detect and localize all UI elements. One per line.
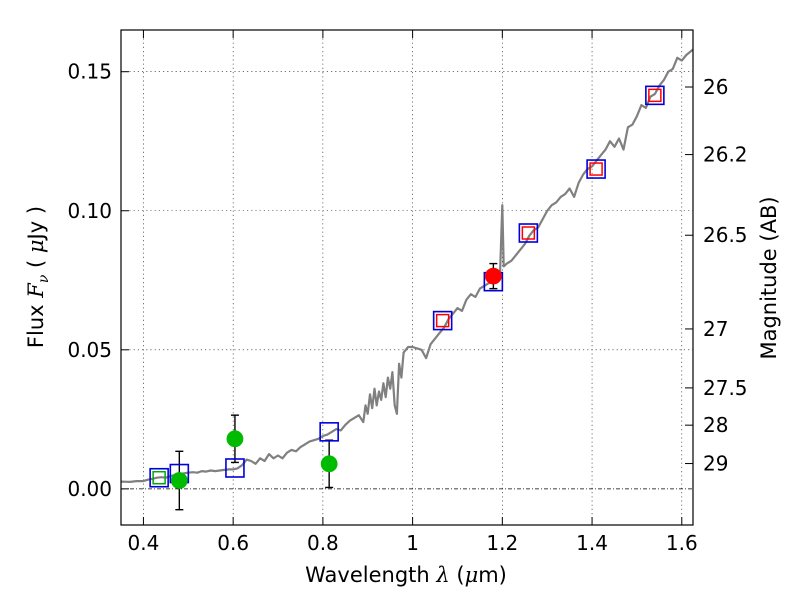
- x-tick-label: 1.6: [666, 531, 698, 555]
- red-square-marker: [589, 162, 603, 176]
- x-tick-label: 1.2: [486, 531, 518, 555]
- red-square-marker: [435, 313, 450, 328]
- plot-frame: [120, 29, 694, 526]
- x-axis-label: Wavelength λ (μm): [305, 563, 507, 587]
- y-tick-label: 0.05: [67, 338, 112, 362]
- x-tick-label: 1: [406, 531, 419, 555]
- blue-square-marker: [518, 223, 539, 243]
- x-tick-label: 0.8: [307, 531, 339, 555]
- blue-square-marker: [149, 467, 169, 488]
- x-tick-label: 0.6: [217, 531, 249, 555]
- tick-labels: 0.4 0.6 0.8 1 1.2 1.4 1.6 0.00 0.05 0.10 0.15 26 26.…: [67, 60, 747, 555]
- mag-tick-label: 27.5: [703, 376, 748, 400]
- y-axis-label: Flux Fν ( μJy ): [24, 206, 52, 348]
- mag-tick-label: 26: [703, 75, 728, 99]
- blue-square-marker: [225, 458, 245, 478]
- red-circle-marker: [484, 267, 502, 285]
- blue-square-marker: [319, 422, 339, 442]
- spectrum-layer: [120, 48, 694, 483]
- error-bar-layer: [175, 262, 498, 511]
- green-square-marker: [152, 470, 166, 485]
- y-tick-label: 0.10: [67, 199, 112, 223]
- y-tick-label: 0.15: [67, 60, 112, 84]
- mag-tick-label: 27: [703, 317, 728, 341]
- x-tick-label: 0.4: [128, 531, 160, 555]
- mag-tick-label: 29: [703, 452, 728, 476]
- y-tick-label: 0.00: [67, 477, 112, 501]
- blue-square-marker: [645, 85, 665, 106]
- marker-layer: [149, 85, 665, 489]
- red-square-marker: [648, 88, 662, 103]
- blue-square-marker: [586, 159, 606, 179]
- green-circle-marker: [320, 455, 338, 473]
- spectrum-line: [120, 48, 694, 483]
- mag-tick-label: 26.2: [703, 143, 748, 167]
- mag-tick-label: 26.5: [703, 223, 748, 247]
- magnitude-axis-label: Magnitude (AB): [757, 196, 781, 359]
- x-tick-label: 1.4: [576, 531, 608, 555]
- blue-square-marker: [432, 310, 453, 331]
- red-square-marker: [521, 226, 536, 240]
- axis-ticks: [121, 30, 693, 525]
- mag-tick-label: 28: [703, 413, 728, 437]
- green-circle-marker: [170, 472, 188, 489]
- green-circle-marker: [226, 430, 244, 448]
- grid-lines: [121, 30, 693, 525]
